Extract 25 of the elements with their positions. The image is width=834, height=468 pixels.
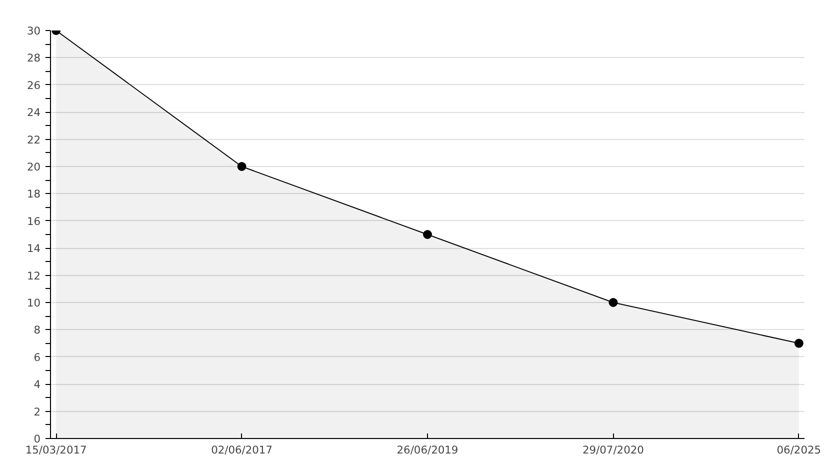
x-tick-label: 02/06/2017 xyxy=(211,444,272,456)
point xyxy=(423,230,432,239)
point xyxy=(237,162,246,171)
y-tick-label: 0 xyxy=(34,432,41,446)
y-tick-label: 4 xyxy=(34,378,41,392)
y-tick-label: 30 xyxy=(26,24,41,38)
y-tick-label: 14 xyxy=(26,242,41,256)
y-tick-label: 26 xyxy=(26,78,41,92)
y-tick-label: 2 xyxy=(34,405,40,418)
x-tick-label: 26/06/2019 xyxy=(396,444,458,456)
point xyxy=(794,338,804,348)
point xyxy=(608,298,618,307)
x-tick-label: 06/2025 xyxy=(776,444,822,456)
y-tick-label: 6 xyxy=(34,350,41,364)
y-tick-label: 16 xyxy=(26,214,41,228)
y-tick-label: 10 xyxy=(26,296,41,310)
y-tick-label: 28 xyxy=(26,52,41,65)
x-tick-label: 29/07/2020 xyxy=(582,444,644,456)
y-tick-label: 22 xyxy=(26,133,41,146)
y-tick-label: 18 xyxy=(26,188,41,201)
x-tick-label: 15/03/2017 xyxy=(25,444,87,456)
y-tick-label: 8 xyxy=(34,324,41,337)
y-tick-label: 24 xyxy=(26,106,41,120)
y-tick-label: 12 xyxy=(26,269,41,282)
y-tick-label: 20 xyxy=(26,160,41,174)
